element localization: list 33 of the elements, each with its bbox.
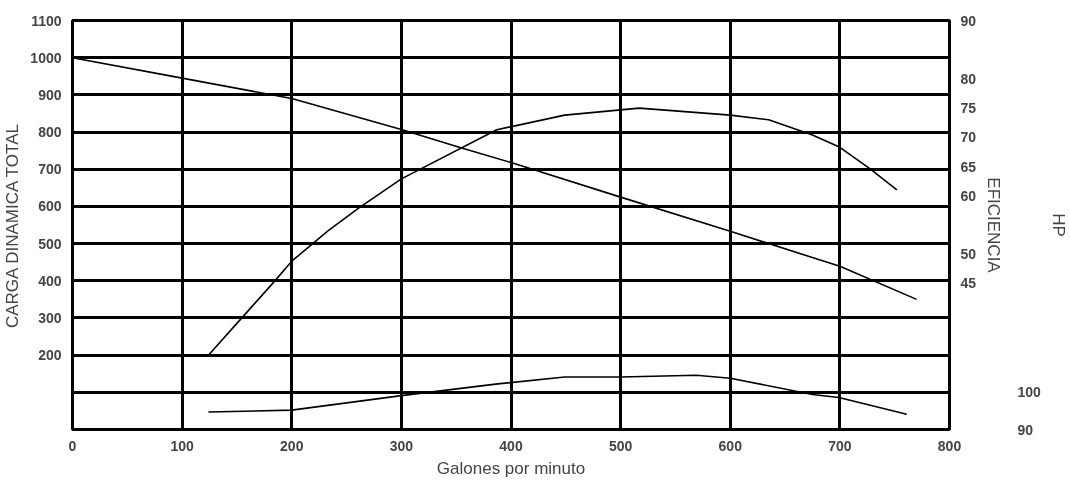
x-tick-label: 600 (718, 437, 743, 454)
y2-tick-label: 60 (960, 187, 977, 204)
y-tick-label: 400 (38, 272, 62, 289)
y-tick-label: 200 (38, 347, 62, 364)
y-tick-label: 500 (38, 235, 62, 252)
y-tick-label: 1100 (31, 12, 62, 29)
y2-tick-label: 45 (960, 275, 977, 292)
y3-tick-label: 100 (1017, 384, 1042, 401)
y2-tick-label: 80 (960, 70, 977, 87)
y-tick-label: 600 (38, 198, 62, 215)
x-tick-label: 700 (828, 437, 852, 454)
y-tick-label: 1000 (30, 49, 62, 66)
y-tick-label: 800 (38, 124, 62, 141)
y3-tick-label: 90 (1017, 421, 1034, 438)
y-tick-label: 700 (38, 161, 62, 178)
y-tick-label: 300 (38, 309, 62, 326)
y3-axis-title: HP (1048, 213, 1068, 237)
x-tick-label: 400 (499, 437, 523, 454)
x-tick-label: 300 (389, 437, 414, 454)
y-axis-title: CARGA DINAMICA TOTAL (3, 124, 23, 329)
x-tick-label: 0 (68, 437, 77, 454)
y2-tick-label: 65 (960, 158, 977, 175)
y-tick-label: 900 (38, 86, 62, 103)
x-tick-label: 500 (608, 437, 633, 454)
y2-tick-label: 70 (960, 129, 977, 146)
y2-axis-title: EFICIENCIA (984, 177, 1004, 274)
y2-tick-label: 90 (960, 12, 977, 29)
y2-tick-label: 75 (960, 100, 977, 117)
x-tick-label: 800 (937, 437, 962, 454)
x-tick-label: 100 (170, 437, 195, 454)
x-tick-label: 200 (280, 437, 304, 454)
x-axis-title: Galones por minuto (436, 458, 586, 478)
y2-tick-label: 50 (960, 246, 977, 263)
